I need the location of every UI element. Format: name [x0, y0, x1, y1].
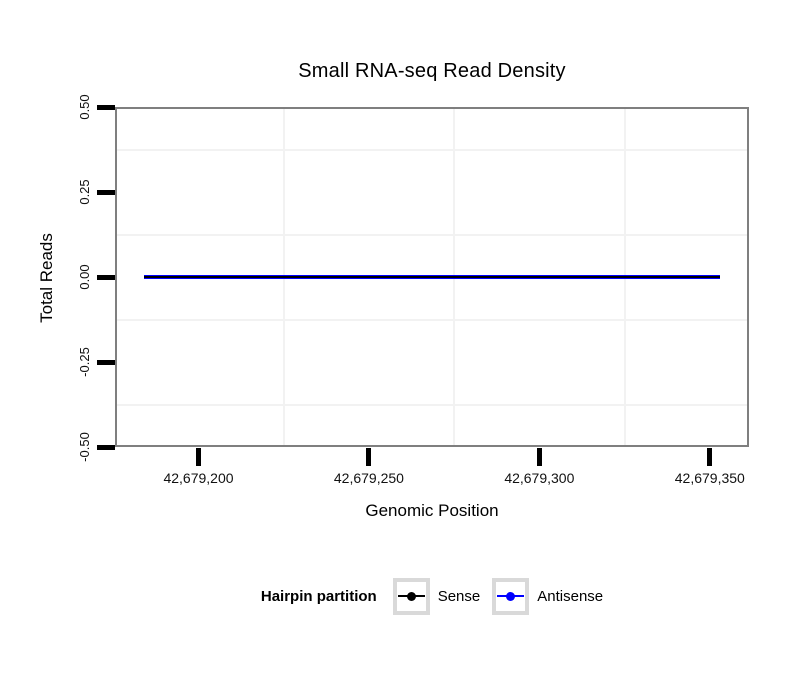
chart-title: Small RNA-seq Read Density: [298, 60, 566, 82]
x-tick: [196, 448, 201, 466]
x-tick: [536, 448, 542, 466]
x-tick: [707, 448, 713, 466]
minor-gridline-horizontal: [117, 148, 747, 151]
y-tick: [97, 189, 115, 195]
legend-title: Hairpin partition: [260, 587, 377, 605]
y-tick: [97, 274, 115, 280]
legend-key-dot-icon: [506, 591, 516, 601]
y-tick-label: -0.50: [77, 432, 92, 462]
legend-key-sense: [392, 577, 430, 615]
x-axis-title: Genomic Position: [365, 501, 499, 520]
legend-key-dot-icon: [406, 591, 416, 601]
y-tick: [97, 444, 115, 450]
y-tick: [97, 104, 115, 110]
x-tick-label: 42,679,250: [333, 470, 404, 486]
y-tick-label: 0.50: [77, 94, 92, 120]
y-tick-label: 0.25: [77, 179, 92, 205]
legend-label: Sense: [437, 587, 481, 605]
x-tick-label: 42,679,200: [163, 470, 234, 486]
minor-gridline-horizontal: [117, 233, 747, 236]
y-tick-label: -0.25: [77, 347, 92, 377]
legend-label: Antisense: [537, 587, 604, 605]
minor-gridline-horizontal: [117, 318, 747, 321]
legend: Hairpin partition Sense Antisense: [115, 575, 749, 617]
y-tick-label: 0.00: [77, 264, 92, 290]
legend-entry-sense: Sense: [392, 577, 481, 615]
legend-entry-antisense: Antisense: [492, 577, 604, 615]
x-tick-label: 42,679,350: [674, 470, 745, 486]
y-axis-title: Total Reads: [37, 233, 56, 323]
x-tick: [366, 448, 372, 466]
x-tick-label: 42,679,300: [504, 470, 575, 486]
y-tick: [97, 359, 115, 365]
legend-key-antisense: [492, 577, 530, 615]
series-line-sense: [143, 276, 721, 278]
minor-gridline-horizontal: [117, 403, 747, 406]
